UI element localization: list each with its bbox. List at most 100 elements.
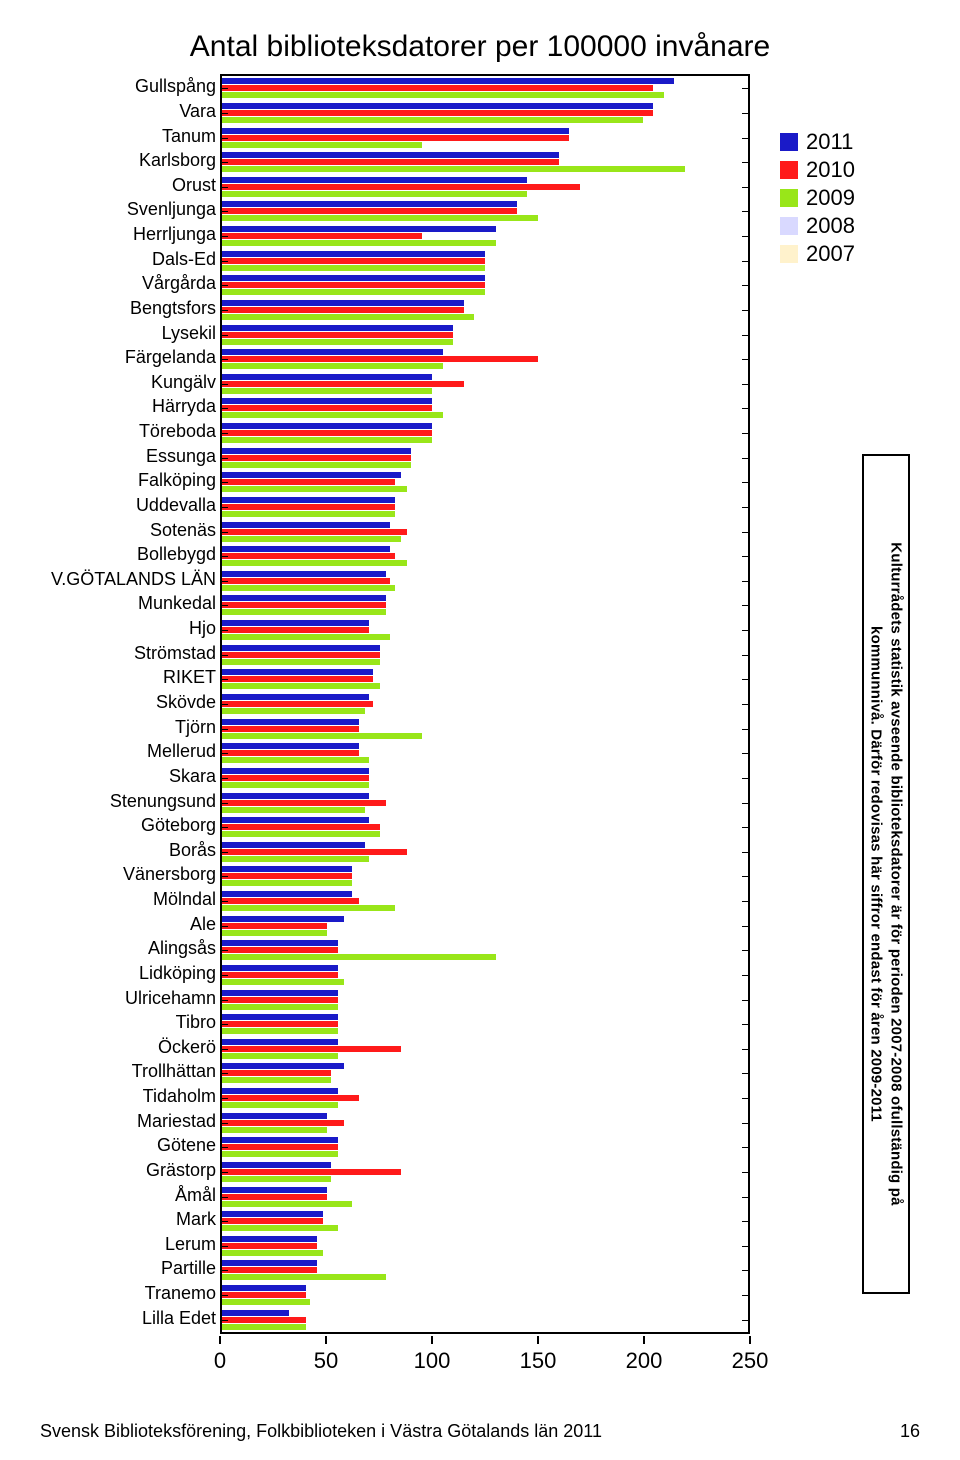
- bar: [222, 240, 496, 246]
- bar: [222, 1162, 331, 1168]
- bar: [222, 448, 411, 454]
- bar: [222, 1151, 338, 1157]
- y-label: Vänersborg: [123, 865, 216, 883]
- y-label: Skövde: [156, 693, 216, 711]
- bar: [222, 522, 390, 528]
- bar: [222, 905, 395, 911]
- y-label: Göteborg: [141, 816, 216, 834]
- bar: [222, 831, 380, 837]
- bar: [222, 356, 538, 362]
- bar: [222, 152, 559, 158]
- bar: [222, 208, 517, 214]
- bar: [222, 757, 369, 763]
- bar: [222, 349, 443, 355]
- bar: [222, 1236, 317, 1242]
- bar: [222, 159, 559, 165]
- legend-swatch: [780, 245, 798, 263]
- y-label: Tibro: [176, 1013, 216, 1031]
- bar: [222, 1095, 359, 1101]
- bar: [222, 177, 527, 183]
- y-label: Dals-Ed: [152, 250, 216, 268]
- footer-page-number: 16: [900, 1421, 920, 1442]
- bar: [222, 595, 386, 601]
- bar: [222, 1317, 306, 1323]
- bar: [222, 486, 407, 492]
- bar: [222, 1324, 306, 1330]
- legend-item: 2011: [780, 129, 920, 155]
- y-label: Falköping: [138, 471, 216, 489]
- bar: [222, 1176, 331, 1182]
- legend-item: 2007: [780, 241, 920, 267]
- bar: [222, 866, 352, 872]
- x-tick-label: 200: [626, 1348, 663, 1374]
- bar: [222, 215, 538, 221]
- legend-item: 2010: [780, 157, 920, 183]
- bar: [222, 800, 386, 806]
- bar: [222, 856, 369, 862]
- bar: [222, 782, 369, 788]
- y-label: Ulricehamn: [125, 989, 216, 1007]
- bar: [222, 683, 380, 689]
- bar: [222, 694, 369, 700]
- y-label: Alingsås: [148, 939, 216, 957]
- bar: [222, 166, 685, 172]
- y-label: Bollebygd: [137, 545, 216, 563]
- y-label: Tanum: [162, 127, 216, 145]
- y-label: Ale: [190, 915, 216, 933]
- y-label: Mariestad: [137, 1112, 216, 1130]
- y-label: Stenungsund: [110, 792, 216, 810]
- bar: [222, 1310, 289, 1316]
- bar: [222, 1211, 323, 1217]
- x-axis-ticks: 050100150200250: [220, 1336, 750, 1376]
- x-tick-label: 0: [214, 1348, 226, 1374]
- bar: [222, 1285, 306, 1291]
- bar: [222, 1144, 338, 1150]
- bar: [222, 571, 386, 577]
- bar: [222, 750, 359, 756]
- bar: [222, 560, 407, 566]
- bar: [222, 719, 359, 725]
- y-label: Partille: [161, 1259, 216, 1277]
- bar: [222, 511, 395, 517]
- bar: [222, 282, 485, 288]
- y-label: Hjo: [189, 619, 216, 637]
- bar: [222, 930, 327, 936]
- legend-label: 2010: [806, 157, 855, 183]
- bar: [222, 226, 496, 232]
- bar: [222, 1053, 338, 1059]
- bar: [222, 1225, 338, 1231]
- bar: [222, 824, 380, 830]
- bar: [222, 1137, 338, 1143]
- bar: [222, 1088, 338, 1094]
- legend-swatch: [780, 161, 798, 179]
- bar: [222, 1021, 338, 1027]
- bar: [222, 529, 407, 535]
- bar: [222, 979, 344, 985]
- y-label: Bengtsfors: [130, 299, 216, 317]
- bar: [222, 923, 327, 929]
- bar: [222, 1039, 338, 1045]
- x-tick-label: 50: [314, 1348, 338, 1374]
- y-label: Orust: [172, 176, 216, 194]
- chart-title: Antal biblioteksdatorer per 100000 invån…: [40, 30, 920, 64]
- bars-layer: [222, 76, 748, 1332]
- bar: [222, 1014, 338, 1020]
- bar: [222, 251, 485, 257]
- legend-swatch: [780, 217, 798, 235]
- bar: [222, 627, 369, 633]
- y-label: Herrljunga: [133, 225, 216, 243]
- y-label: Strömstad: [134, 644, 216, 662]
- bar: [222, 898, 359, 904]
- bar: [222, 891, 352, 897]
- bar: [222, 1292, 306, 1298]
- x-tick-label: 150: [520, 1348, 557, 1374]
- bar: [222, 78, 674, 84]
- bar: [222, 1194, 327, 1200]
- legend-swatch: [780, 133, 798, 151]
- bar: [222, 1070, 331, 1076]
- bar: [222, 1120, 344, 1126]
- x-tick-label: 250: [732, 1348, 769, 1374]
- bar: [222, 578, 390, 584]
- y-label: RIKET: [163, 668, 216, 686]
- bar: [222, 479, 395, 485]
